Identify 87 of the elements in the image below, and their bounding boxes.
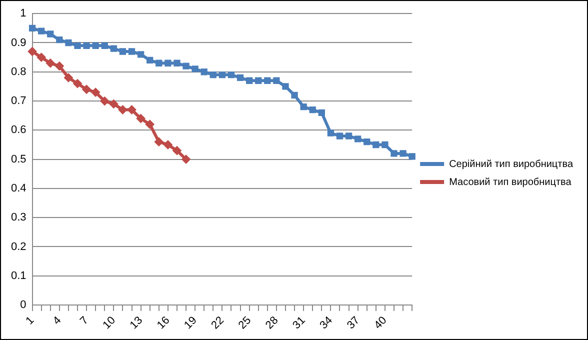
point bbox=[92, 42, 99, 49]
y-tick-label: 0.3 bbox=[10, 212, 26, 224]
x-tick-label: 40 bbox=[372, 314, 390, 332]
point bbox=[218, 71, 226, 78]
point bbox=[36, 52, 46, 62]
point bbox=[146, 56, 154, 64]
point bbox=[309, 106, 316, 114]
x-tick-label: 28 bbox=[264, 314, 281, 332]
y-tick-label: 0.8 bbox=[10, 66, 26, 78]
point bbox=[327, 130, 334, 136]
point bbox=[210, 71, 216, 78]
y-tick-label: 0.9 bbox=[10, 36, 26, 49]
point bbox=[64, 73, 73, 82]
x-tick-label: 4 bbox=[50, 314, 64, 328]
point bbox=[100, 96, 110, 106]
y-tick-label: 0.4 bbox=[10, 182, 26, 194]
point bbox=[382, 141, 388, 148]
x-tick-label: 31 bbox=[290, 314, 308, 332]
point bbox=[110, 45, 118, 52]
point bbox=[192, 66, 198, 72]
point bbox=[145, 120, 154, 129]
x-tick-label: 13 bbox=[128, 314, 146, 332]
point bbox=[54, 62, 64, 71]
y-tick-label: 0.2 bbox=[10, 240, 26, 253]
point bbox=[255, 77, 262, 84]
x-tick-label: 34 bbox=[318, 314, 335, 332]
point bbox=[101, 42, 108, 49]
point bbox=[390, 150, 398, 157]
point bbox=[345, 132, 352, 140]
y-tick-label: 0.6 bbox=[10, 124, 26, 136]
point bbox=[264, 77, 271, 84]
point bbox=[74, 42, 81, 49]
point bbox=[400, 150, 406, 157]
point bbox=[154, 137, 164, 146]
point bbox=[47, 30, 54, 38]
point bbox=[136, 114, 146, 124]
point bbox=[163, 140, 172, 150]
x-tick-label: 10 bbox=[100, 314, 118, 332]
point bbox=[172, 146, 182, 156]
point bbox=[119, 48, 126, 55]
point bbox=[65, 39, 72, 46]
point bbox=[156, 60, 162, 66]
x-tick-label: 22 bbox=[209, 314, 226, 332]
point bbox=[38, 28, 45, 34]
point bbox=[408, 153, 416, 160]
point bbox=[228, 71, 235, 78]
point bbox=[364, 138, 370, 146]
y-tick-label: 0.7 bbox=[10, 95, 26, 108]
point bbox=[137, 51, 144, 58]
point bbox=[182, 62, 190, 70]
point bbox=[82, 84, 92, 94]
y-tick-label: 0.1 bbox=[10, 270, 26, 282]
point bbox=[354, 136, 362, 142]
point bbox=[83, 42, 90, 49]
x-tick-label: 19 bbox=[182, 314, 200, 332]
y-tick-label: 1 bbox=[20, 8, 26, 20]
point bbox=[318, 109, 325, 116]
point bbox=[91, 88, 100, 97]
point bbox=[282, 83, 289, 90]
y-tick-label: 0 bbox=[20, 299, 26, 312]
point bbox=[128, 48, 136, 55]
point bbox=[46, 58, 55, 68]
point bbox=[336, 132, 344, 140]
x-tick-label: 16 bbox=[155, 314, 172, 332]
point bbox=[246, 77, 253, 84]
point bbox=[236, 74, 244, 82]
point bbox=[127, 105, 136, 114]
point bbox=[200, 68, 208, 76]
point bbox=[109, 99, 118, 108]
point bbox=[118, 105, 128, 114]
x-tick-label: 25 bbox=[236, 314, 254, 332]
legend-label: Серійний тип виробництва bbox=[449, 158, 574, 170]
point bbox=[372, 141, 380, 148]
point bbox=[28, 46, 37, 56]
point bbox=[56, 36, 63, 44]
x-tick-label: 37 bbox=[344, 314, 362, 332]
point bbox=[164, 60, 172, 66]
y-tick-label: 0.5 bbox=[10, 153, 26, 166]
point bbox=[174, 60, 180, 66]
point bbox=[300, 104, 307, 110]
point bbox=[73, 79, 82, 88]
legend-label: Масовий тип виробництва bbox=[449, 176, 572, 188]
point bbox=[28, 24, 36, 32]
point bbox=[182, 154, 191, 164]
point bbox=[273, 77, 280, 84]
point bbox=[291, 92, 298, 99]
x-tick-label: 7 bbox=[78, 314, 91, 328]
